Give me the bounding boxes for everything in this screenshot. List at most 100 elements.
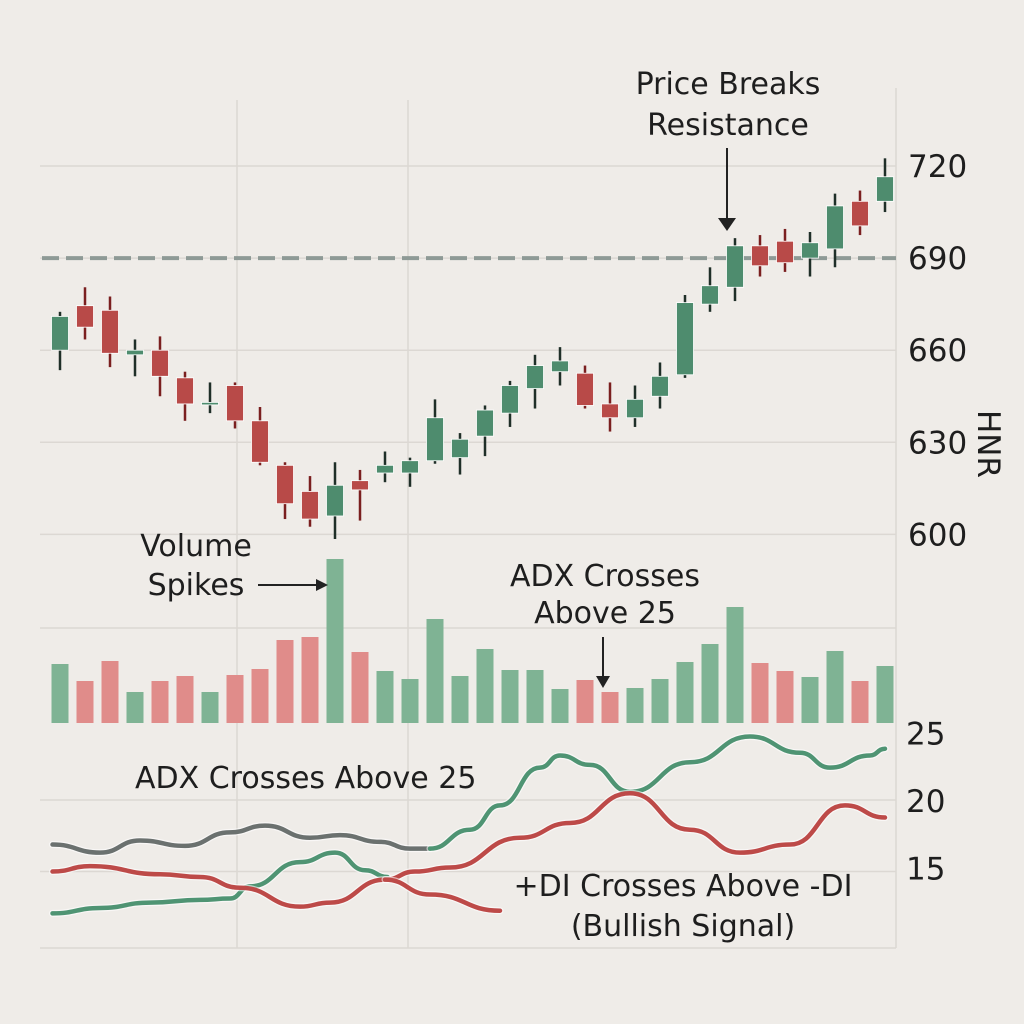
candle-up [201,382,219,414]
candle-up [401,457,419,487]
axis-ticks: 720 690 660 630 600 25 20 15 [906,149,967,888]
volume-bar [826,651,844,723]
candle-body [576,372,594,406]
candle-body [376,464,394,474]
price-tick-label: 600 [908,517,967,553]
y-axis-label: HNR [970,410,1006,478]
annotation-text: Price Breaks [636,67,821,102]
annotation-text: Resistance [647,108,809,143]
candle-down [851,190,869,236]
candle-body [176,377,194,405]
candle-body [126,349,144,356]
price-tick-label: 720 [908,149,967,185]
volume-bar [76,681,94,723]
candle-down [76,287,94,340]
price-tick-label: 630 [908,425,967,461]
annotation-text: +DI Crosses Above -DI [514,869,853,904]
candle-body [501,385,519,414]
volume-bar [851,681,869,723]
candle-down [301,476,319,527]
annotation-di-cross: +DI Crosses Above -DI (Bullish Signal) [514,869,853,944]
candle-up [876,158,894,213]
annotation-adx-lower: ADX Crosses Above 25 [135,761,476,796]
arrow-head-icon [718,218,736,231]
candle-down [751,235,769,277]
candle-body [151,349,169,377]
volume-bar [226,675,244,723]
candle-up [526,354,544,409]
candle-body [801,242,819,259]
candle-body [326,484,344,517]
candle-down [351,469,369,521]
candle-down [101,296,119,368]
candle-body [626,398,644,419]
indicator-line [50,823,433,855]
volume-bar [451,676,469,723]
volume-bar [401,679,419,723]
volume-bar [576,680,594,723]
candle-body [551,360,569,373]
volume-bar [151,681,169,723]
annotation-price-breaks: Price Breaks Resistance [636,67,821,231]
candle-body [876,176,894,202]
candle-body [701,285,719,305]
annotation-volume-spikes: Volume Spikes [140,529,328,603]
candle-body [826,205,844,250]
volume-bar [651,679,669,723]
candle-body [201,401,219,406]
candle-body [251,420,269,463]
candle-up [476,405,494,457]
candle-body [101,309,119,354]
indicator-lines [49,733,889,917]
candle-up [626,385,644,427]
indicator-line [50,790,888,909]
volume-bar [776,671,794,723]
annotation-text: Volume [140,529,252,564]
volume-bars [51,559,894,723]
candlesticks [51,158,894,540]
adx-tick-label: 15 [906,852,945,888]
candle-up [726,238,744,302]
candle-body [76,305,94,328]
adx-tick-label: 20 [906,784,945,820]
candle-up [826,193,844,268]
candle-down [251,406,269,466]
candle-up [426,399,444,464]
volume-bar [101,661,119,723]
volume-bar [176,676,194,723]
volume-bar [426,619,444,723]
candle-body [351,480,369,491]
volume-bar [726,607,744,723]
candle-up [51,311,69,371]
candle-up [651,362,669,409]
price-tick-label: 690 [908,241,967,277]
arrow-head-icon [596,676,610,688]
volume-bar [351,652,369,723]
candle-down [276,462,294,520]
candle-down [776,228,794,272]
volume-bar [301,637,319,723]
volume-bar [701,644,719,723]
candle-body [51,316,69,351]
candle-body [851,200,869,227]
candle-body [526,365,544,389]
candle-up [676,294,694,378]
volume-bar [201,692,219,723]
volume-bar [276,640,294,723]
indicator-line [50,850,390,916]
candle-body [301,491,319,520]
candle-down [601,382,619,432]
candle-up [326,462,344,540]
candle-body [426,417,444,462]
volume-bar [251,669,269,723]
volume-bar [51,664,69,723]
volume-bar [526,670,544,723]
volume-bar [476,649,494,723]
candle-up [701,267,719,312]
annotation-text: ADX Crosses [510,559,700,594]
volume-bar [501,670,519,723]
volume-bar [326,559,344,723]
candle-body [776,240,794,264]
candle-body [651,375,669,397]
